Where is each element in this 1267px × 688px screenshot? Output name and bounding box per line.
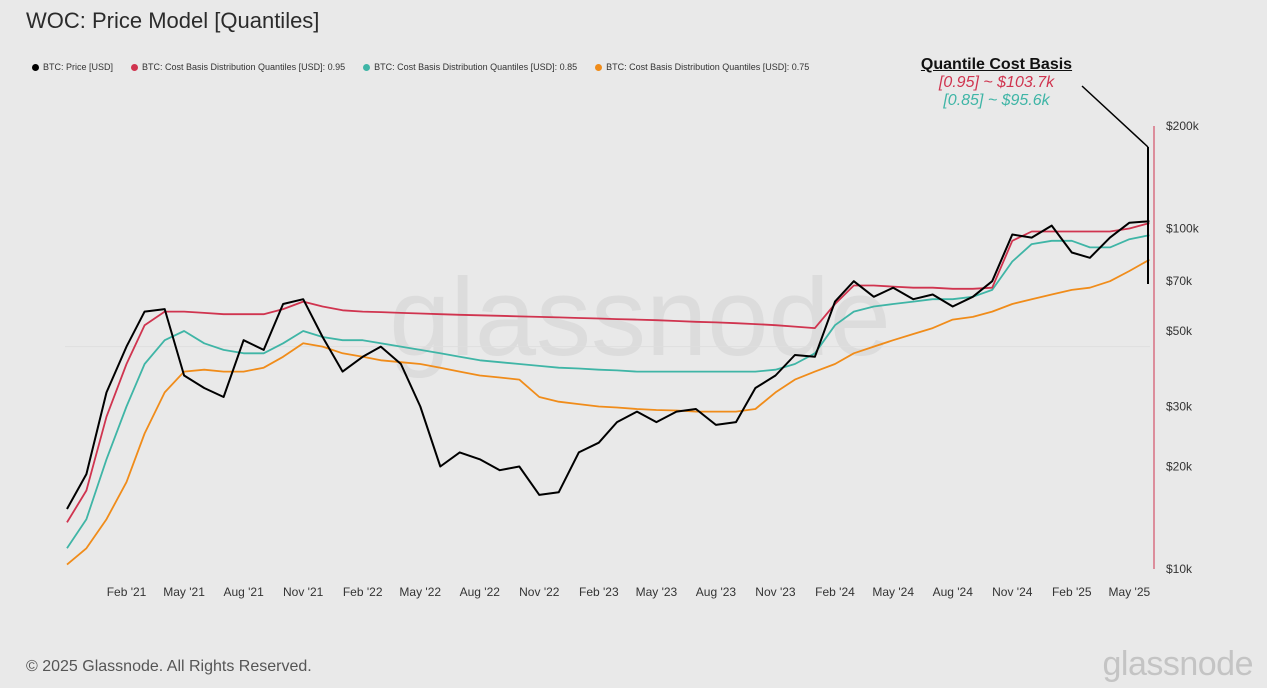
- x-tick-label: Feb '24: [815, 585, 855, 599]
- legend-dot-icon: [131, 63, 139, 71]
- series-line-q75: [66, 258, 1150, 566]
- y-tick-label: $200k: [1166, 119, 1200, 133]
- x-tick-label: Nov '21: [283, 585, 324, 599]
- annotation: Quantile Cost Basis [0.95] ~ $103.7k [0.…: [904, 56, 1089, 110]
- legend-item-q75[interactable]: BTC: Cost Basis Distribution Quantiles […: [595, 62, 809, 72]
- legend: BTC: Price [USD] BTC: Cost Basis Distrib…: [32, 62, 827, 72]
- x-tick-label: May '25: [1109, 585, 1151, 599]
- y-tick-label: $100k: [1166, 222, 1200, 236]
- x-tick-label: Aug '22: [460, 585, 501, 599]
- series-line-q85: [66, 234, 1150, 549]
- legend-item-q85[interactable]: BTC: Cost Basis Distribution Quantiles […: [363, 62, 577, 72]
- annotation-q85: [0.85] ~ $95.6k: [943, 92, 1050, 109]
- annotation-pointer: [1081, 85, 1149, 148]
- y-tick-label: $30k: [1166, 400, 1193, 414]
- legend-item-price[interactable]: BTC: Price [USD]: [32, 62, 113, 72]
- x-tick-label: May '23: [636, 585, 678, 599]
- legend-dot-icon: [363, 63, 371, 71]
- x-tick-label: Feb '25: [1052, 585, 1092, 599]
- x-tick-label: Nov '24: [992, 585, 1033, 599]
- x-tick-label: May '21: [163, 585, 205, 599]
- series-line-q95: [66, 222, 1150, 523]
- annotation-heading: Quantile Cost Basis: [920, 56, 1073, 73]
- x-tick-label: Feb '23: [579, 585, 619, 599]
- chart-title: WOC: Price Model [Quantiles]: [26, 8, 320, 33]
- y-tick-label: $50k: [1166, 324, 1193, 338]
- watermark: glassnode: [389, 256, 891, 379]
- legend-dot-icon: [32, 63, 39, 71]
- x-tick-label: Nov '22: [519, 585, 560, 599]
- y-tick-label: $10k: [1166, 562, 1193, 576]
- legend-item-q95[interactable]: BTC: Cost Basis Distribution Quantiles […: [131, 62, 345, 72]
- x-tick-label: Feb '22: [343, 585, 383, 599]
- y-tick-label: $20k: [1166, 459, 1193, 473]
- x-tick-label: Feb '21: [107, 585, 147, 599]
- x-tick-label: Aug '24: [933, 585, 974, 599]
- annotation-q95: [0.95] ~ $103.7k: [938, 74, 1055, 91]
- x-tick-label: Aug '23: [696, 585, 737, 599]
- legend-dot-icon: [595, 63, 603, 71]
- glassnode-logo: glassnode: [1102, 645, 1253, 683]
- x-tick-label: May '24: [872, 585, 914, 599]
- x-tick-label: Nov '23: [755, 585, 796, 599]
- series-line-price: [66, 220, 1150, 510]
- y-tick-label: $70k: [1166, 274, 1193, 288]
- x-tick-label: May '22: [399, 585, 441, 599]
- x-tick-label: Aug '21: [223, 585, 264, 599]
- copyright: © 2025 Glassnode. All Rights Reserved.: [26, 658, 312, 675]
